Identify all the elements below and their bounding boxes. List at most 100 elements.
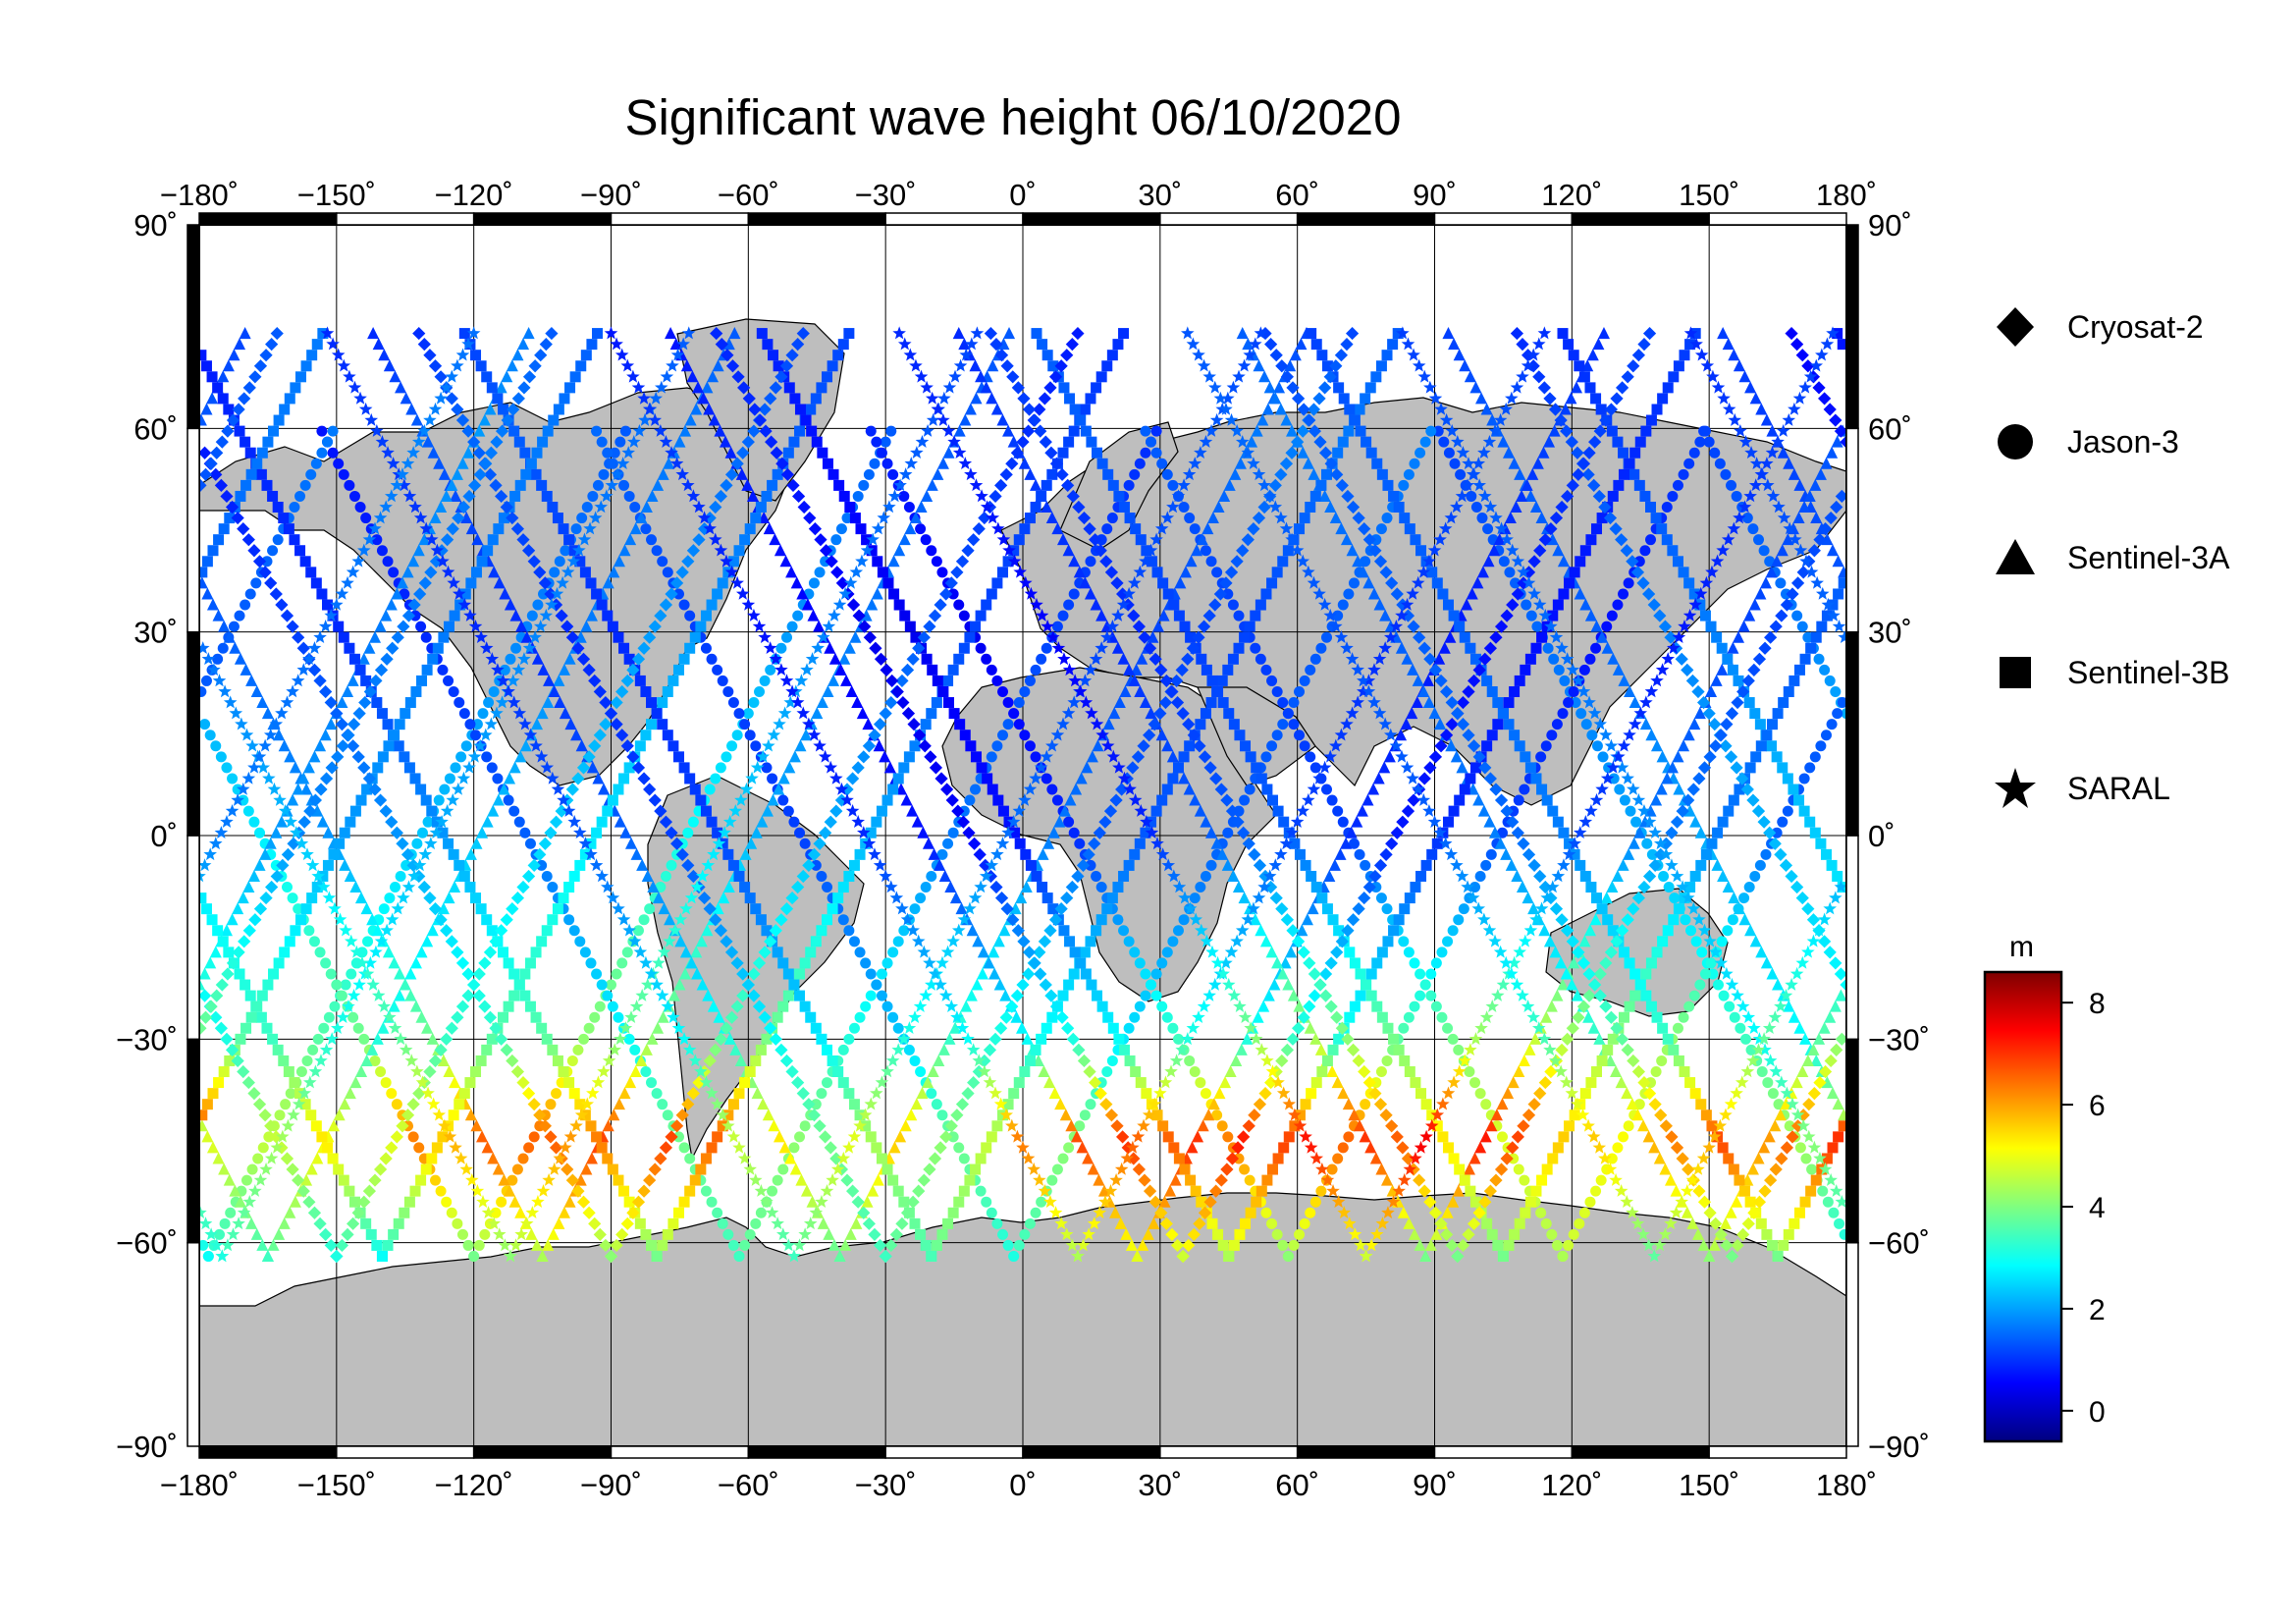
track-point <box>686 1087 700 1101</box>
track-point <box>1821 1153 1833 1164</box>
track-point <box>420 1163 432 1175</box>
track-point <box>1741 513 1753 524</box>
track-point <box>1239 794 1251 806</box>
track-point <box>1047 360 1059 372</box>
track-point <box>1087 1217 1101 1230</box>
track-point <box>1623 728 1636 741</box>
track-point <box>1722 338 1735 351</box>
track-point <box>1483 815 1496 828</box>
track-point <box>1507 955 1522 969</box>
track-point <box>1726 479 1737 491</box>
track-point <box>1018 457 1031 469</box>
track-point <box>292 1097 306 1110</box>
track-point <box>526 610 538 622</box>
track-point <box>1538 924 1551 937</box>
track-point <box>373 1163 388 1176</box>
track-point <box>339 858 351 871</box>
track-point <box>707 1000 720 1012</box>
track-point <box>1231 815 1245 829</box>
track-point <box>1426 567 1438 578</box>
track-point <box>1801 1129 1816 1143</box>
track-point <box>489 1021 503 1035</box>
track-point <box>1068 555 1081 568</box>
track-point <box>1528 1032 1542 1045</box>
track-point <box>631 380 646 394</box>
track-point <box>646 489 659 502</box>
track-point <box>199 893 207 904</box>
track-point <box>541 1033 553 1045</box>
track-point <box>880 663 893 676</box>
track-point <box>692 381 705 394</box>
track-point <box>388 1228 400 1240</box>
track-point <box>1719 1217 1732 1229</box>
track-point <box>1675 1195 1688 1208</box>
track-point <box>1697 761 1712 775</box>
track-point <box>596 1142 608 1154</box>
track-point <box>1348 1109 1361 1121</box>
track-point <box>1669 893 1681 904</box>
track-point <box>1109 1172 1123 1186</box>
track-point <box>1351 815 1363 828</box>
track-point <box>1137 1118 1150 1132</box>
track-point <box>423 1064 437 1079</box>
track-point <box>1415 968 1426 980</box>
track-point <box>1459 1174 1470 1186</box>
track-point <box>1516 880 1529 893</box>
track-point <box>449 880 461 893</box>
track-point <box>1722 402 1736 415</box>
track-point <box>240 479 252 491</box>
track-point <box>1798 500 1811 514</box>
track-point <box>1205 556 1217 568</box>
track-point <box>600 489 614 503</box>
track-point <box>1280 1043 1295 1056</box>
track-point <box>950 1010 964 1024</box>
track-point <box>1038 392 1051 406</box>
track-point <box>506 359 518 372</box>
track-point <box>379 1152 393 1165</box>
track-point <box>443 1129 457 1143</box>
track-point <box>1404 893 1415 904</box>
track-point <box>1782 412 1796 426</box>
track-point <box>926 1250 937 1262</box>
track-point <box>1476 566 1489 578</box>
track-point <box>1783 521 1797 535</box>
track-point <box>1562 847 1576 861</box>
track-point <box>637 391 651 405</box>
track-point <box>755 914 767 926</box>
track-point <box>1265 1064 1280 1078</box>
track-point <box>1485 1000 1500 1012</box>
track-point <box>1769 1064 1784 1078</box>
track-point <box>936 1228 948 1240</box>
track-point <box>491 663 505 676</box>
track-point <box>1578 935 1591 947</box>
track-point <box>1145 707 1157 720</box>
track-point <box>1719 1108 1733 1121</box>
track-point <box>1607 1033 1619 1045</box>
track-point <box>1306 328 1317 340</box>
track-point <box>1182 718 1196 731</box>
track-point <box>481 751 493 763</box>
track-point <box>1442 1142 1454 1154</box>
track-point <box>1618 1131 1629 1143</box>
track-point <box>1600 891 1613 904</box>
track-point <box>1210 837 1223 849</box>
track-point <box>1419 436 1431 448</box>
track-point <box>714 543 728 557</box>
track-point <box>462 446 475 459</box>
track-point <box>990 403 1003 415</box>
track-point <box>308 750 321 763</box>
track-point <box>624 1010 638 1024</box>
track-point <box>508 1195 521 1208</box>
track-point <box>1536 631 1548 643</box>
track-point <box>1769 620 1783 633</box>
track-point <box>1396 326 1410 340</box>
track-point <box>834 793 849 807</box>
track-point <box>439 784 451 795</box>
track-point <box>1774 1109 1787 1121</box>
track-point <box>1788 402 1801 415</box>
track-point <box>1375 360 1387 372</box>
track-point <box>1600 771 1615 784</box>
track-point <box>1633 706 1648 720</box>
track-point <box>1464 370 1476 383</box>
track-point <box>1232 369 1246 383</box>
